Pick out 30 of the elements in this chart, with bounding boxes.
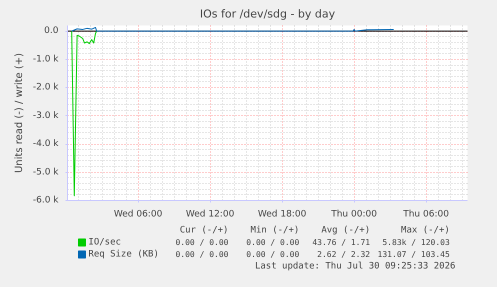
chart-title: IOs for /dev/sdg - by day	[200, 8, 336, 20]
y-tick-label: -1.0 k	[32, 54, 60, 64]
legend-label: Req Size (KB)	[88, 250, 159, 260]
text: 2.62 / 2.32	[317, 250, 370, 259]
legend-label: IO/sec	[88, 238, 121, 248]
text: Cur (-/+)	[180, 226, 228, 236]
text: Max (-/+)	[401, 226, 450, 236]
x-tick-label: Wed 06:00	[114, 210, 163, 220]
y-tick-label: -6.0 k	[32, 196, 60, 206]
text: 131.07 / 103.45	[378, 250, 450, 259]
x-tick-label: Wed 12:00	[186, 210, 235, 220]
x-tick-label: Thu 06:00	[402, 210, 450, 220]
line-series	[71, 30, 98, 196]
y-tick-label: -2.0 k	[32, 82, 60, 93]
x-tick-label: Thu 00:00	[330, 210, 378, 220]
text: 0.00 / 0.00	[175, 250, 229, 259]
text: 0.00 / 0.00	[246, 250, 300, 259]
text: 0.00 / 0.00	[175, 238, 229, 247]
text: Last update: Thu Jul 30 09:25:33 2026	[254, 262, 456, 272]
text: Avg (-/+)	[321, 226, 370, 236]
y-tick-label: 0.0	[44, 26, 59, 36]
y-axis-title: Units read (-) / write (+)	[14, 52, 25, 174]
text: 43.76 / 1.71	[312, 238, 370, 247]
text: 0.00 / 0.00	[246, 238, 300, 247]
x-tick-label: Wed 18:00	[258, 210, 307, 220]
y-tick-label: -4.0 k	[32, 139, 60, 150]
text: Min (-/+)	[250, 226, 300, 236]
y-tick-label: -5.0 k	[32, 167, 60, 178]
text: 5.83k / 120.03	[382, 238, 450, 247]
y-tick-label: -3.0 k	[32, 110, 60, 121]
